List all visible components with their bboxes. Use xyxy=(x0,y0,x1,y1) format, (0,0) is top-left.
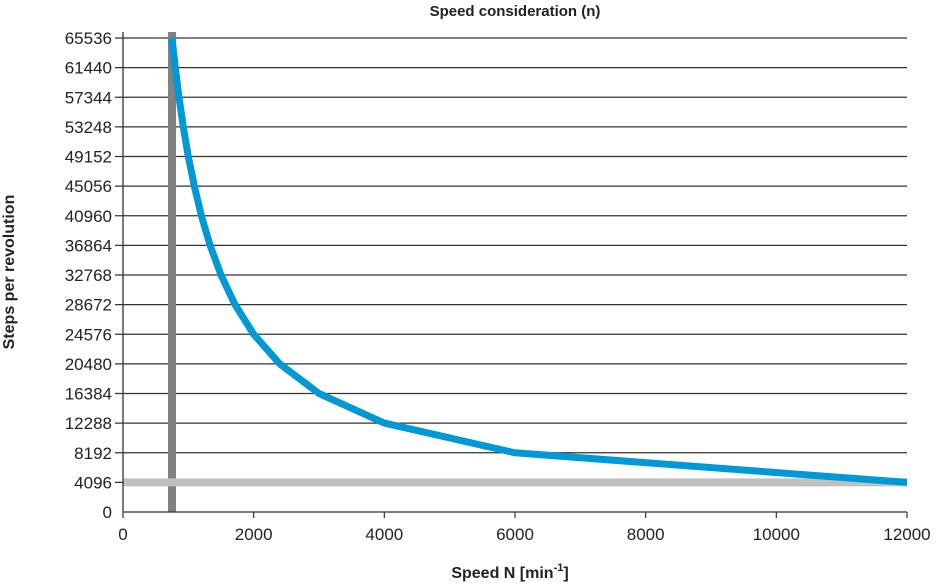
x-axis-label-suffix: ] xyxy=(563,565,568,582)
y-tick-label: 0 xyxy=(103,503,112,522)
x-tick-label: 4000 xyxy=(365,525,403,544)
y-tick-label: 65536 xyxy=(65,29,112,48)
y-tick-label: 40960 xyxy=(65,207,112,226)
series-line xyxy=(168,37,908,486)
reference-lines xyxy=(123,32,907,512)
y-tick-label: 8192 xyxy=(74,444,112,463)
y-tick-label: 4096 xyxy=(74,473,112,492)
y-tick-label: 28672 xyxy=(65,296,112,315)
x-tick-label: 8000 xyxy=(627,525,665,544)
x-axis-label: Speed N [min-1] xyxy=(451,562,568,582)
y-tick-label: 32768 xyxy=(65,266,112,285)
x-tick-label: 0 xyxy=(118,525,127,544)
y-tick-labels: 0 4096 8192 12288 16384 20480 24576 28672 32768 3… xyxy=(65,29,112,522)
x-tick-labels: 0 2000 4000 6000 8000 10000 12000 xyxy=(118,512,931,544)
x-tick-label: 6000 xyxy=(496,525,534,544)
y-axis-label: Steps per revolution xyxy=(1,195,18,350)
series xyxy=(168,37,908,486)
y-tick-label: 24576 xyxy=(65,325,112,344)
y-tick-label: 12288 xyxy=(65,414,112,433)
y-tick-label: 16384 xyxy=(65,385,112,404)
x-tick-label: 12000 xyxy=(883,525,930,544)
y-tick-label: 36864 xyxy=(65,236,112,255)
y-tick-label: 57344 xyxy=(65,88,112,107)
y-tick-label: 53248 xyxy=(65,118,112,137)
x-tick-label: 10000 xyxy=(753,525,800,544)
y-tick-label: 45056 xyxy=(65,177,112,196)
y-tick-label: 49152 xyxy=(65,148,112,167)
x-axis-label-sup: -1 xyxy=(554,562,564,574)
y-tick-label: 61440 xyxy=(65,59,112,78)
x-axis-label-main: Speed N [min xyxy=(451,565,553,582)
gridlines xyxy=(115,37,907,483)
x-tick-label: 2000 xyxy=(235,525,273,544)
y-tick-label: 20480 xyxy=(65,355,112,374)
chart-title: Speed consideration (n) xyxy=(430,3,601,20)
